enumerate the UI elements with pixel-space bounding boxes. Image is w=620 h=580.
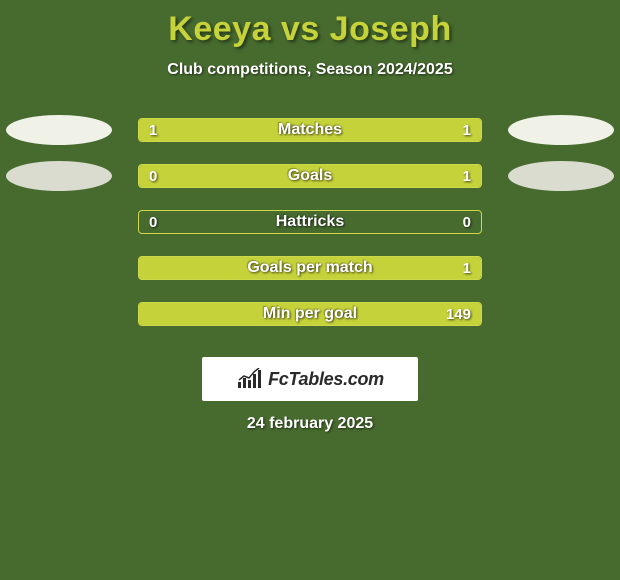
stat-bar: 0 Goals 1 <box>138 164 482 188</box>
logo: FcTables.com <box>236 368 384 390</box>
player-left-marker <box>6 115 112 145</box>
stat-fill-left <box>139 257 259 279</box>
stat-bar: 0 Hattricks 0 <box>138 210 482 234</box>
subtitle: Club competitions, Season 2024/2025 <box>0 61 620 79</box>
stat-row-matches: 1 Matches 1 <box>0 107 620 153</box>
stat-fill-right <box>310 119 481 141</box>
stat-row-goals: 0 Goals 1 <box>0 153 620 199</box>
logo-box: FcTables.com <box>202 357 418 401</box>
stat-value-right: 0 <box>453 211 481 233</box>
stat-row-min-per-goal: Min per goal 149 <box>0 291 620 337</box>
stat-fill-left <box>139 119 310 141</box>
page-title: Keeya vs Joseph <box>0 0 620 49</box>
stat-fill-left <box>139 165 207 187</box>
logo-chart-icon <box>236 368 264 390</box>
player-left-marker <box>6 161 112 191</box>
stat-fill-right <box>259 257 481 279</box>
stat-bar: Min per goal 149 <box>138 302 482 326</box>
logo-text: FcTables.com <box>268 369 384 390</box>
stat-fill-left <box>139 303 303 325</box>
stat-label: Hattricks <box>139 211 481 233</box>
stat-fill-right <box>207 165 481 187</box>
stat-fill-right <box>303 303 481 325</box>
stat-bar: 1 Matches 1 <box>138 118 482 142</box>
stat-bar: Goals per match 1 <box>138 256 482 280</box>
stat-row-goals-per-match: Goals per match 1 <box>0 245 620 291</box>
date-text: 24 february 2025 <box>0 415 620 433</box>
player-right-marker <box>508 115 614 145</box>
stat-value-left: 0 <box>139 211 167 233</box>
stats-rows: 1 Matches 1 0 Goals 1 0 Hattricks 0 <box>0 107 620 337</box>
stat-row-hattricks: 0 Hattricks 0 <box>0 199 620 245</box>
player-right-marker <box>508 161 614 191</box>
